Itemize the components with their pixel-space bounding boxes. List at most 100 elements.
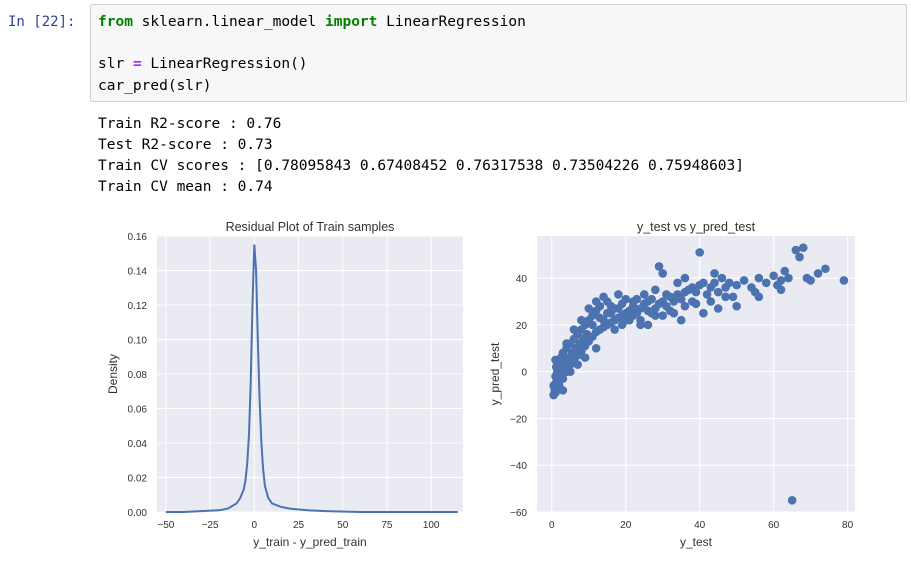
chart2-point (806, 276, 815, 285)
chart1-x-tick-label: −25 (202, 520, 219, 531)
chart2-point (643, 320, 653, 330)
chart2-point (602, 308, 612, 318)
chart2-point (669, 297, 679, 306)
chart2-y-tick-label: 40 (516, 274, 528, 285)
chart2-point (636, 320, 645, 330)
chart2-point (724, 278, 734, 288)
chart2-point (658, 311, 668, 320)
chart2-y-tick-label: 20 (516, 321, 528, 332)
chart2-point (591, 343, 601, 353)
chart2-point (569, 325, 579, 334)
chart2-title: y_test vs y_pred_test (637, 220, 756, 234)
chart1-y-tick-label: 0.02 (128, 474, 148, 485)
chart2-plot-area (537, 236, 855, 512)
chart2-point (599, 292, 608, 302)
chart1-y-tick-label: 0.14 (128, 267, 148, 278)
chart1-y-axis-label: Density (106, 354, 120, 394)
chart1-y-tick-label: 0.12 (128, 301, 148, 312)
chart1-x-tick-label: 25 (293, 520, 305, 531)
chart2-point (761, 278, 771, 288)
chart1-y-tick-label: 0.16 (128, 232, 148, 243)
chart2-y-tick-label: −40 (510, 461, 527, 472)
chart2-point (669, 308, 679, 318)
chart2-point (651, 311, 660, 320)
chart2-point (713, 287, 723, 297)
chart2-point (562, 339, 571, 348)
chart2-x-axis-label: y_test (680, 535, 713, 549)
chart2-point (839, 276, 849, 285)
chart1-density-line (165, 244, 458, 513)
chart2-x-tick-label: 60 (768, 520, 780, 531)
chart1-x-tick-label: 0 (252, 520, 258, 531)
chart2-point (791, 245, 801, 255)
chart1-x-tick-label: 100 (423, 520, 440, 531)
chart2-y-axis-label: y_pred_test (488, 342, 502, 405)
code-line-call: car_pred(slr) (98, 78, 212, 94)
chart1-y-tick-label: 0.00 (128, 508, 148, 519)
chart2-point (658, 269, 668, 278)
chart2-point (739, 276, 749, 285)
chart2-point (691, 287, 701, 297)
chart2-point (728, 292, 738, 302)
chart1-title: Residual Plot of Train samples (226, 220, 395, 234)
chart2-point (754, 273, 764, 283)
chart2-point (676, 315, 686, 325)
chart2-point (813, 269, 823, 278)
code-line-import: from sklearn.linear_model import LinearR… (98, 14, 526, 30)
chart2-point (565, 367, 575, 376)
chart2-point (549, 381, 558, 390)
chart1-x-tick-label: 50 (337, 520, 349, 531)
chart2-point (713, 304, 723, 313)
chart2-y-tick-label: −60 (510, 508, 527, 519)
chart2-point (591, 297, 601, 306)
chart2-point (610, 325, 619, 334)
chart2-point (595, 313, 605, 323)
chart2-point (651, 285, 660, 295)
chart2-point (573, 360, 582, 369)
chart2-point (787, 496, 797, 505)
chart2-point (610, 304, 619, 313)
output-train-r2: Train R2-score : 0.76 (98, 116, 282, 132)
keyword-from: from (98, 14, 133, 30)
output-cv-mean: Train CV mean : 0.74 (98, 179, 273, 195)
chart2-point (695, 248, 704, 257)
chart2-point (710, 269, 719, 278)
chart2-point (795, 252, 804, 262)
chart2-point (639, 290, 649, 299)
chart2-point (732, 280, 741, 290)
code-cell[interactable]: from sklearn.linear_model import LinearR… (90, 4, 907, 102)
chart2-point (769, 271, 778, 281)
code-line-assign: slr = LinearRegression() (98, 56, 308, 72)
assign-rhs: LinearRegression() (150, 56, 308, 72)
chart2-point (551, 388, 560, 398)
chart2-x-tick-label: 0 (549, 520, 555, 531)
chart2-point (721, 292, 730, 302)
chart2-point (577, 315, 586, 325)
chart2-x-tick-label: 20 (620, 520, 632, 531)
chart2-point (614, 290, 623, 299)
chart2-point (732, 301, 741, 311)
chart2-point (750, 287, 760, 297)
chart2-point (673, 278, 682, 288)
import-name: LinearRegression (386, 14, 526, 30)
chart2-point (680, 301, 690, 311)
chart2-x-tick-label: 80 (842, 520, 854, 531)
chart1-y-tick-label: 0.04 (128, 439, 148, 450)
chart1-x-tick-label: 75 (381, 520, 393, 531)
chart2-point (702, 290, 712, 299)
chart2-y-tick-label: 0 (521, 368, 527, 379)
chart2-point (588, 320, 597, 330)
chart1-y-tick-label: 0.08 (128, 370, 148, 381)
output-cv-scores: Train CV scores : [0.78095843 0.67408452… (98, 158, 745, 174)
chart2-point (580, 353, 590, 362)
chart2-point (798, 243, 808, 252)
chart2-point (821, 264, 830, 274)
chart2-point (617, 299, 627, 309)
chart2-point (625, 315, 634, 325)
cell-prompt: In [22]: (8, 14, 76, 30)
chart2-point (676, 294, 686, 304)
chart2-point (706, 297, 716, 306)
chart2-point (710, 278, 719, 288)
chart2-x-tick-label: 40 (694, 520, 706, 531)
